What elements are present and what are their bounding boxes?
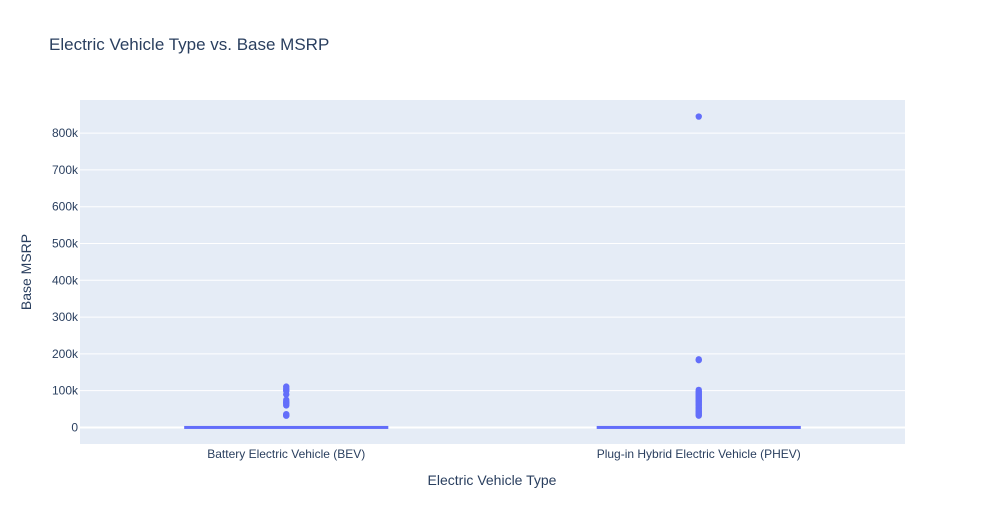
outlier-point — [695, 113, 702, 120]
y-tick-label: 100k — [52, 384, 79, 398]
y-tick-label: 800k — [52, 126, 79, 140]
outlier-point — [695, 356, 702, 363]
y-tick-label: 0 — [71, 420, 78, 434]
y-axis-title: Base MSRP — [18, 234, 34, 310]
box-trace — [596, 113, 801, 429]
x-tick-label: Plug-in Hybrid Electric Vehicle (PHEV) — [597, 447, 801, 461]
y-tick-label: 700k — [52, 163, 79, 177]
outlier-point — [283, 396, 290, 404]
x-axis-title: Electric Vehicle Type — [428, 472, 557, 488]
x-axis-ticks: Battery Electric Vehicle (BEV) Plug-in Hy… — [207, 447, 801, 461]
box-trace — [184, 383, 389, 429]
outlier-point — [695, 386, 702, 394]
y-tick-label: 200k — [52, 347, 79, 361]
y-tick-label: 400k — [52, 273, 79, 287]
y-tick-label: 300k — [52, 310, 79, 324]
y-tick-label: 500k — [52, 236, 79, 250]
y-axis-ticks: 0 100k 200k 300k 400k 500k 600k 700k 800k — [52, 126, 79, 434]
chart-title: Electric Vehicle Type vs. Base MSRP — [49, 35, 329, 54]
x-tick-label: Battery Electric Vehicle (BEV) — [207, 447, 365, 461]
outlier-point — [283, 383, 290, 390]
box-traces — [184, 113, 801, 429]
y-tick-label: 600k — [52, 200, 79, 214]
outlier-point — [283, 410, 290, 418]
plot-area — [80, 100, 905, 444]
